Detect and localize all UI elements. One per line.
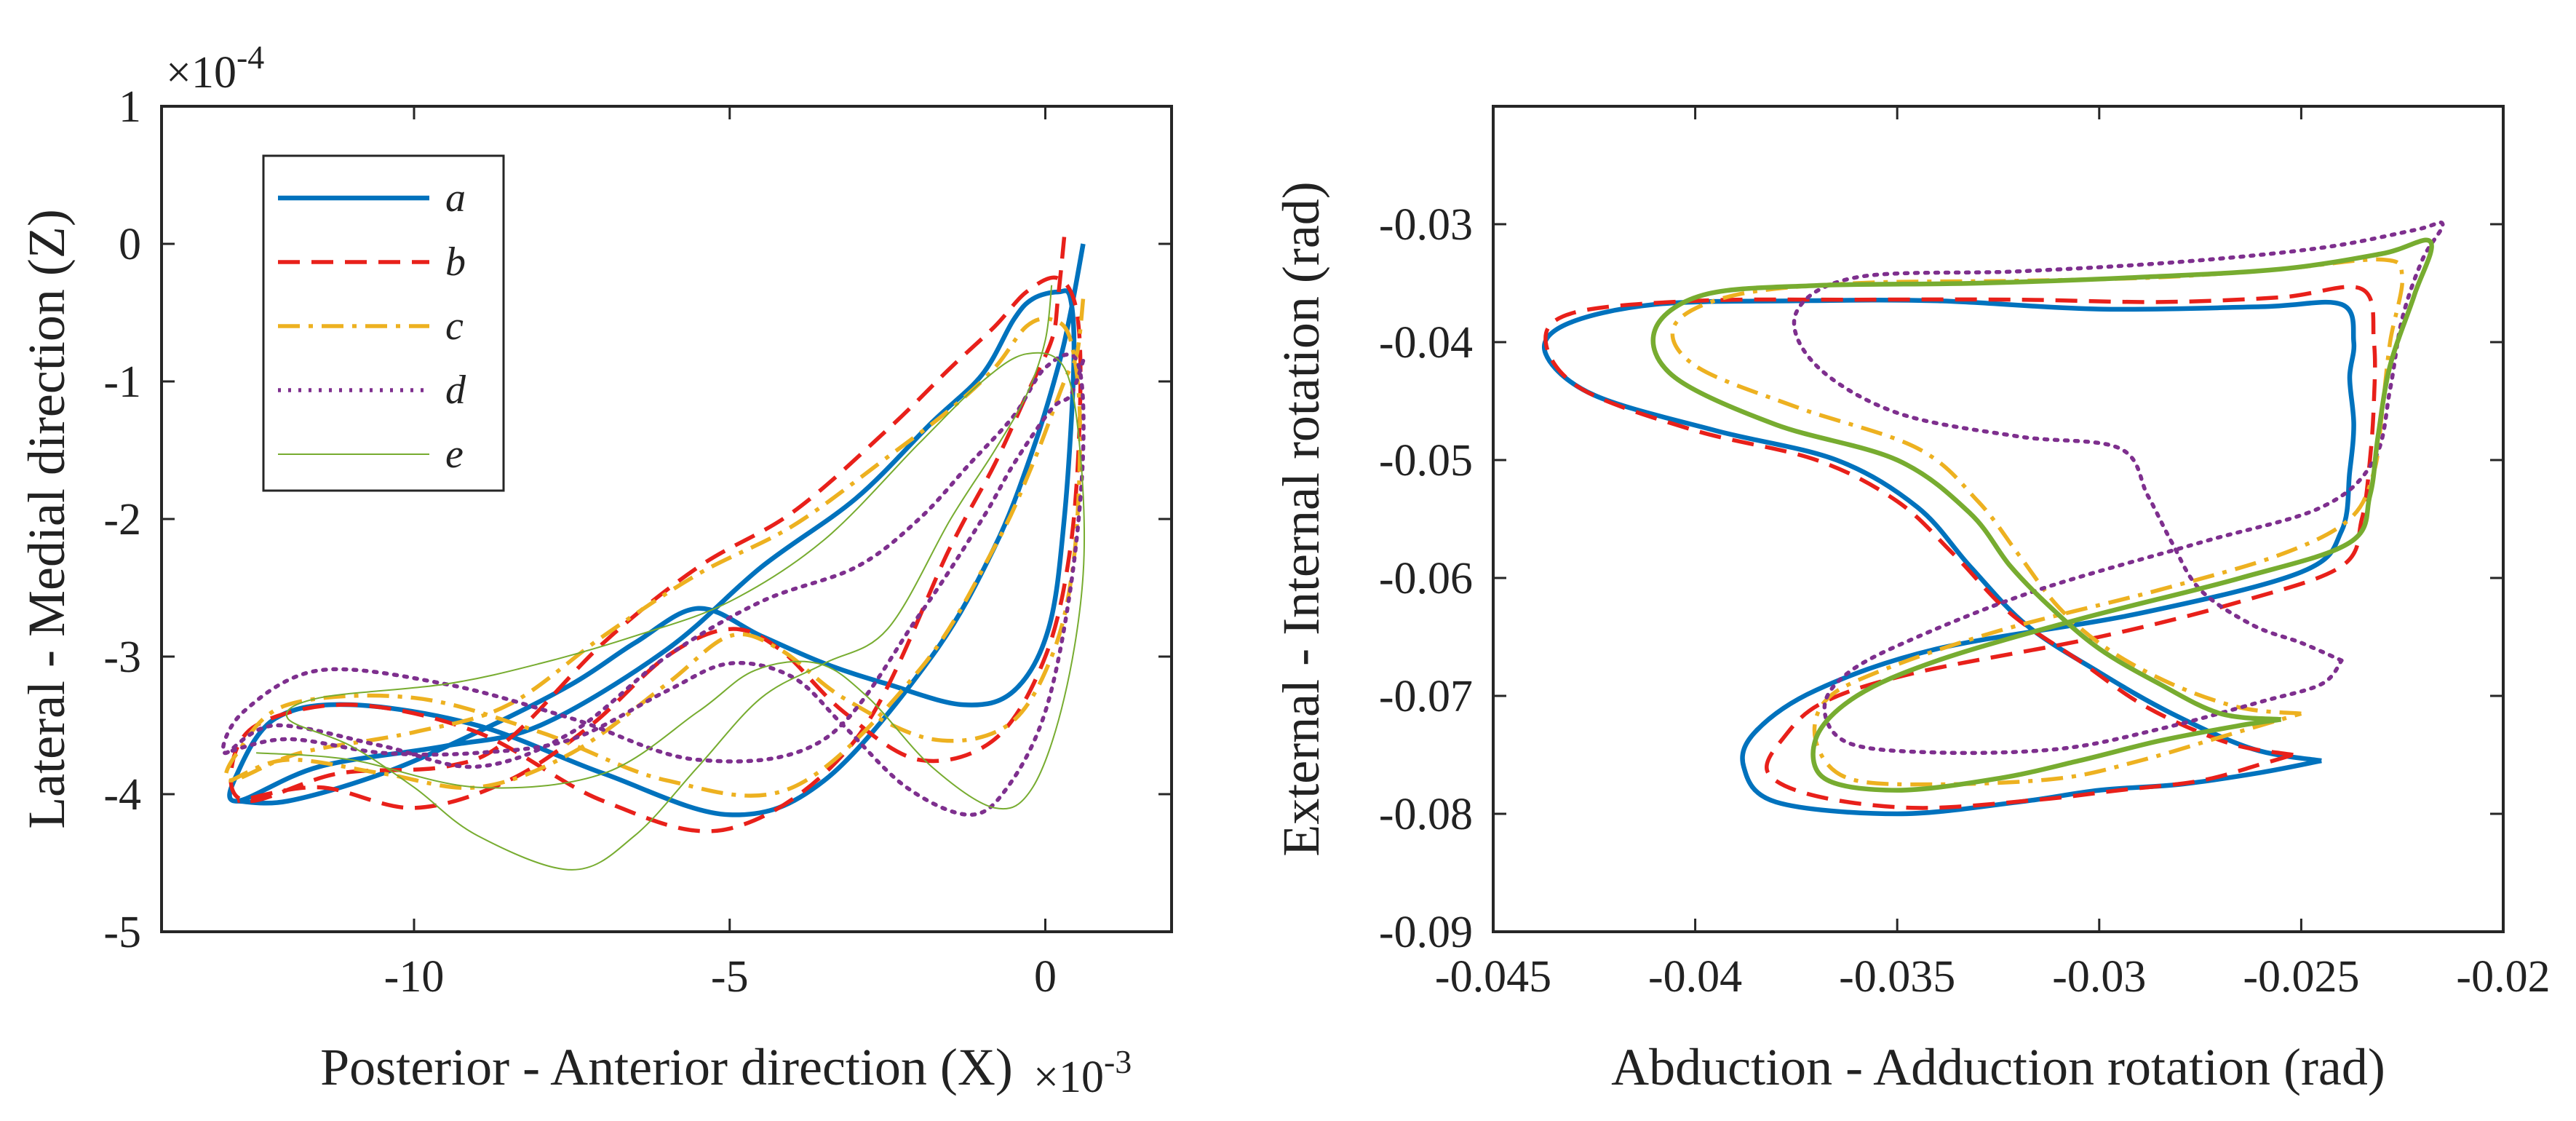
right-xtick-label: -0.035 xyxy=(1839,952,1955,1002)
right-series-a-line xyxy=(1542,298,2357,817)
right-series-c-line xyxy=(1670,257,2405,787)
left-xtick-label: -10 xyxy=(384,952,445,1002)
legend-label-d: d xyxy=(445,368,466,413)
left-ytick-label: 1 xyxy=(119,82,141,132)
left-series-c-line xyxy=(223,298,1086,798)
left-xticks: -10 -5 0 xyxy=(384,106,1057,1002)
right-xtick-label: -0.04 xyxy=(1648,952,1742,1002)
right-xtick-label: -0.045 xyxy=(1435,952,1551,1002)
left-plot: -10 -5 0 1 0 -1 -2 -3 -4 -5 ×10-4 ×10-3 Posterio… xyxy=(17,39,1173,1102)
right-ytick-label: -0.09 xyxy=(1379,908,1473,957)
right-plot-frame xyxy=(1492,105,2505,933)
left-series-e-line xyxy=(256,285,1086,871)
right-ytick-label: -0.04 xyxy=(1379,318,1473,368)
left-series-d-line xyxy=(220,352,1086,817)
left-xtick-label: -5 xyxy=(711,952,749,1002)
legend-box xyxy=(262,154,505,492)
left-ytick-label: -4 xyxy=(103,770,141,820)
right-xtick-label: -0.03 xyxy=(2052,952,2146,1002)
legend-label-a: a xyxy=(445,175,466,221)
right-plot: -0.045 -0.04 -0.035 -0.03 -0.025 -0.02 -0.03-… xyxy=(1272,105,2551,1096)
left-ytick-label: -3 xyxy=(103,633,141,682)
right-ytick-label: -0.05 xyxy=(1379,436,1473,486)
right-series-e-line xyxy=(1650,237,2434,793)
right-ytick-label: -0.08 xyxy=(1379,790,1473,839)
left-y-exponent: ×10-4 xyxy=(166,39,264,98)
left-ytick-label: -5 xyxy=(103,908,141,957)
left-ytick-label: -1 xyxy=(103,357,141,407)
right-ytick-label: -0.03 xyxy=(1379,200,1473,250)
left-ytick-label: -2 xyxy=(103,495,141,544)
right-series-b-line xyxy=(1543,285,2377,810)
legend-label-e: e xyxy=(445,432,464,477)
right-xticks: -0.045 -0.04 -0.035 -0.03 -0.025 -0.02 xyxy=(1435,106,2551,1002)
left-yticks: 1 0 -1 -2 -3 -4 -5 xyxy=(103,82,1172,957)
left-series-b-line xyxy=(228,237,1083,833)
left-ytick-label: 0 xyxy=(119,220,141,269)
right-y-axis-label: External - Internal rotation (rad) xyxy=(1272,181,1330,857)
left-x-exponent: ×10-3 xyxy=(1033,1043,1132,1102)
legend-label-c: c xyxy=(445,304,464,349)
left-y-axis-label: Lateral - Medial direction (Z) xyxy=(17,209,76,829)
right-ytick-label: -0.06 xyxy=(1379,554,1473,603)
left-xtick-label: 0 xyxy=(1034,952,1057,1002)
left-x-axis-label: Posterior - Anterior direction (X) xyxy=(320,1038,1013,1096)
right-yticks: -0.03 -0.04 -0.05 -0.06 -0.07 -0.08 -0.09 xyxy=(1379,200,2503,957)
legend-label-b: b xyxy=(445,239,466,285)
right-x-axis-label: Abduction - Adduction rotation (rad) xyxy=(1611,1038,2385,1096)
left-series-group xyxy=(220,237,1086,871)
right-xtick-label: -0.02 xyxy=(2456,952,2550,1002)
right-xtick-label: -0.025 xyxy=(2243,952,2359,1002)
right-series-group xyxy=(1542,220,2445,817)
right-ytick-label: -0.07 xyxy=(1379,672,1473,721)
